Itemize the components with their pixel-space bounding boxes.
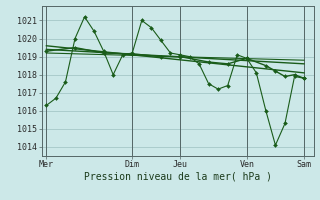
X-axis label: Pression niveau de la mer( hPa ): Pression niveau de la mer( hPa ) — [84, 172, 272, 182]
